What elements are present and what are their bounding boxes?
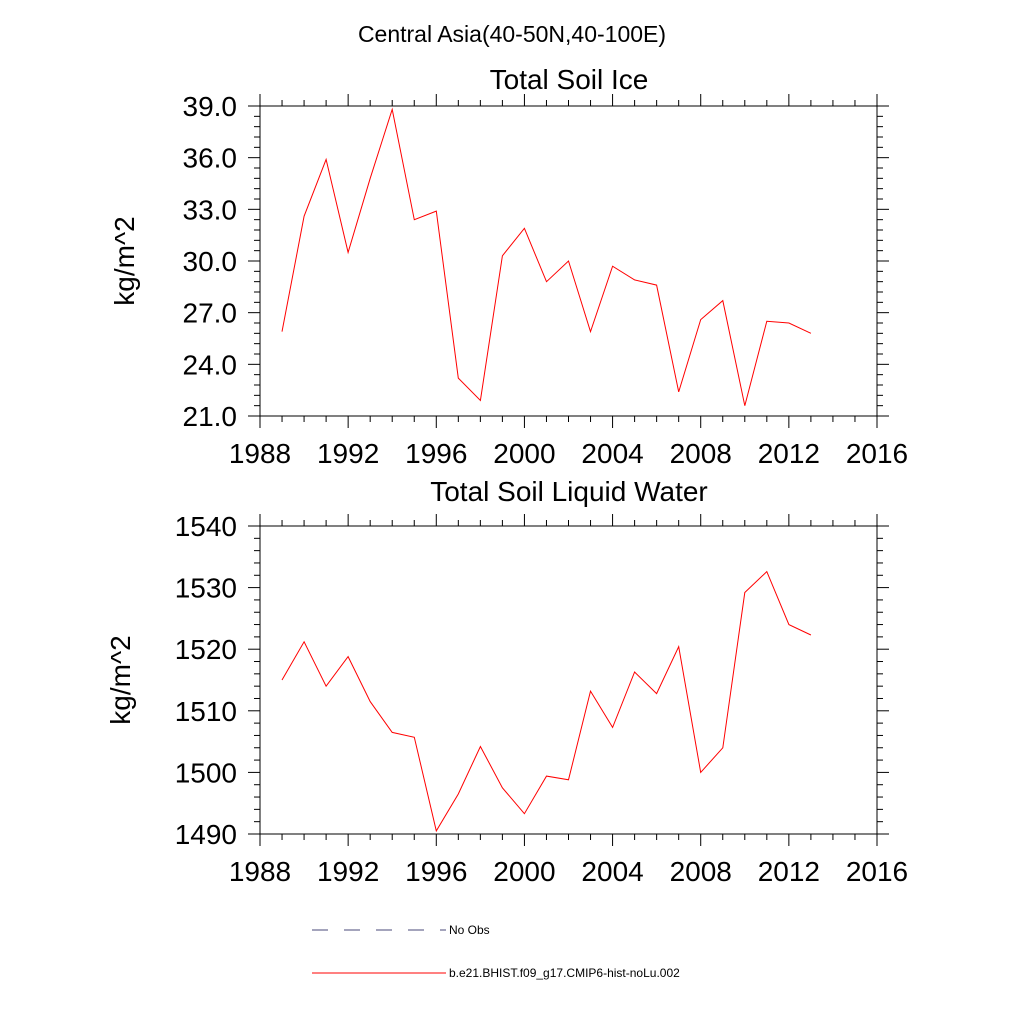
x-tick-label: 2004 [581,438,643,469]
y-tick-label: 30.0 [183,246,238,277]
plot-total-soil-ice: Total Soil Ice kg/m^2 1988 1992 1996 2000 20… [109,64,908,469]
plot-title: Total Soil Liquid Water [430,476,708,507]
x-tick-label: 2016 [846,438,908,469]
x-tick-label: 2000 [493,856,555,887]
x-tick-label: 2012 [758,438,820,469]
x-tick-label: 2000 [493,438,555,469]
x-tick-label: 2016 [846,856,908,887]
x-tick-label: 2008 [670,856,732,887]
y-tick-label: 24.0 [183,349,238,380]
y-tick-label: 1520 [175,634,237,665]
y-tick-labels: 1490 1500 1510 1520 1530 1540 [175,511,237,850]
legend-label-model: b.e21.BHIST.f09_g17.CMIP6-hist-noLu.002 [449,966,680,980]
y-axis-label: kg/m^2 [109,216,140,305]
y-tick-label: 1540 [175,511,237,542]
x-tick-label: 2012 [758,856,820,887]
plot-title: Total Soil Ice [490,64,649,95]
legend: No Obs b.e21.BHIST.f09_g17.CMIP6-hist-no… [312,923,680,980]
x-tick-label: 1996 [405,856,467,887]
y-axis-label: kg/m^2 [105,635,136,724]
x-tick-label: 1988 [229,438,291,469]
x-tick-label: 2004 [581,856,643,887]
y-tick-label: 27.0 [183,298,238,329]
legend-label-obs: No Obs [449,923,490,937]
y-tick-label: 21.0 [183,401,238,432]
y-tick-label: 1530 [175,573,237,604]
plot-frame [259,525,878,835]
x-tick-label: 2008 [670,438,732,469]
y-tick-label: 1510 [175,696,237,727]
x-tick-labels: 1988 1992 1996 2000 2004 2008 2012 2016 [229,856,908,887]
y-tick-label: 1490 [175,819,237,850]
x-tick-label: 1988 [229,856,291,887]
plot-total-soil-liquid-water: Total Soil Liquid Water kg/m^2 1988 1992 1… [105,476,908,887]
axis-ticks [248,514,889,846]
y-tick-label: 33.0 [183,194,238,225]
x-tick-labels: 1988 1992 1996 2000 2004 2008 2012 2016 [229,438,908,469]
y-tick-labels: 21.0 24.0 27.0 30.0 33.0 36.0 39.0 [183,91,238,432]
y-tick-label: 1500 [175,757,237,788]
y-tick-label: 39.0 [183,91,238,122]
series-line-model [281,570,812,833]
x-tick-label: 1992 [317,438,379,469]
x-tick-label: 1996 [405,438,467,469]
y-tick-label: 36.0 [183,143,238,174]
series-line-model [281,107,812,406]
x-tick-label: 1992 [317,856,379,887]
figure-title: Central Asia(40-50N,40-100E) [358,21,666,47]
axis-ticks [248,94,889,428]
